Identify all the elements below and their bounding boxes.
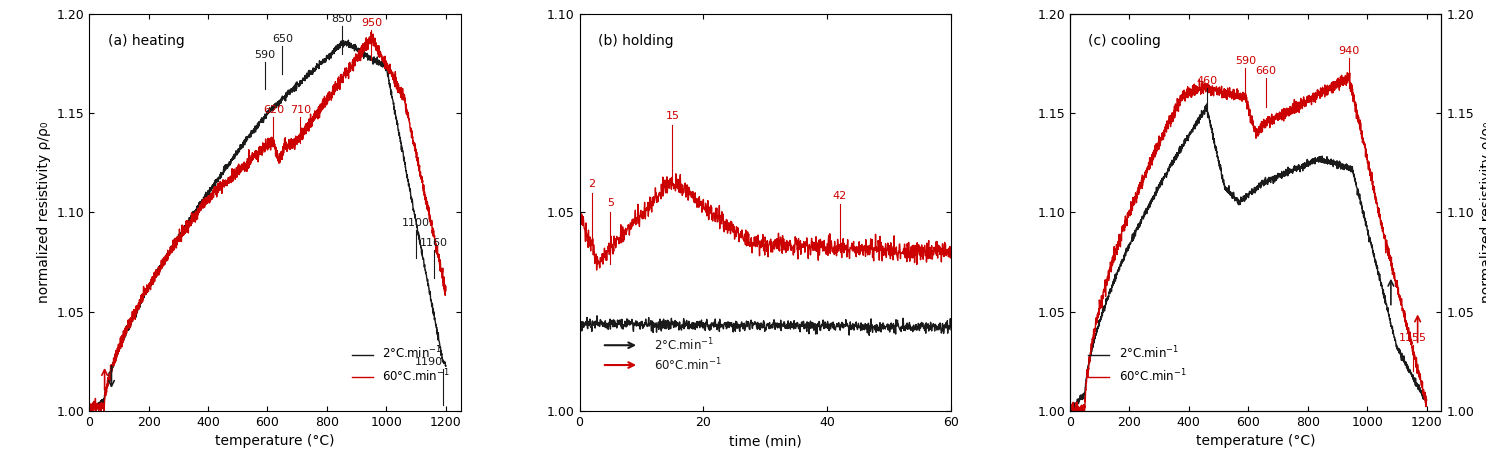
Text: 590: 590 xyxy=(1235,56,1256,66)
Text: 1190: 1190 xyxy=(415,357,443,367)
Text: 5: 5 xyxy=(606,198,614,209)
Text: (c) cooling: (c) cooling xyxy=(1088,34,1162,48)
Text: 2: 2 xyxy=(588,178,596,189)
Y-axis label: normalized resistivity ρ/ρ₀: normalized resistivity ρ/ρ₀ xyxy=(1480,122,1486,303)
Text: (a) heating: (a) heating xyxy=(107,34,184,48)
Text: 15: 15 xyxy=(666,111,679,121)
Y-axis label: normalized resistivity ρ/ρ₀: normalized resistivity ρ/ρ₀ xyxy=(37,122,51,303)
Legend: 2°C.min$^{-1}$, 60°C.min$^{-1}$: 2°C.min$^{-1}$, 60°C.min$^{-1}$ xyxy=(346,340,455,389)
Text: 850: 850 xyxy=(331,14,352,24)
Text: 1160: 1160 xyxy=(421,238,447,248)
Text: 650: 650 xyxy=(272,34,293,44)
Legend: 2°C.min$^{-1}$, 60°C.min$^{-1}$: 2°C.min$^{-1}$, 60°C.min$^{-1}$ xyxy=(1083,340,1192,389)
X-axis label: temperature (°C): temperature (°C) xyxy=(1196,434,1315,448)
Text: 60°C.min$^{-1}$: 60°C.min$^{-1}$ xyxy=(654,357,722,373)
Text: 620: 620 xyxy=(263,105,284,115)
Text: 1100: 1100 xyxy=(403,218,429,228)
Text: 660: 660 xyxy=(1256,66,1276,76)
Text: 590: 590 xyxy=(254,50,275,60)
Text: 940: 940 xyxy=(1339,46,1360,56)
X-axis label: temperature (°C): temperature (°C) xyxy=(215,434,334,448)
Text: 460: 460 xyxy=(1196,76,1217,85)
Text: 42: 42 xyxy=(832,191,847,201)
X-axis label: time (min): time (min) xyxy=(730,434,801,448)
Text: 1155: 1155 xyxy=(1400,333,1427,343)
Text: 710: 710 xyxy=(290,105,311,115)
Text: (b) holding: (b) holding xyxy=(597,34,673,48)
Text: 2°C.min$^{-1}$: 2°C.min$^{-1}$ xyxy=(654,337,715,354)
Text: 950: 950 xyxy=(361,18,382,28)
